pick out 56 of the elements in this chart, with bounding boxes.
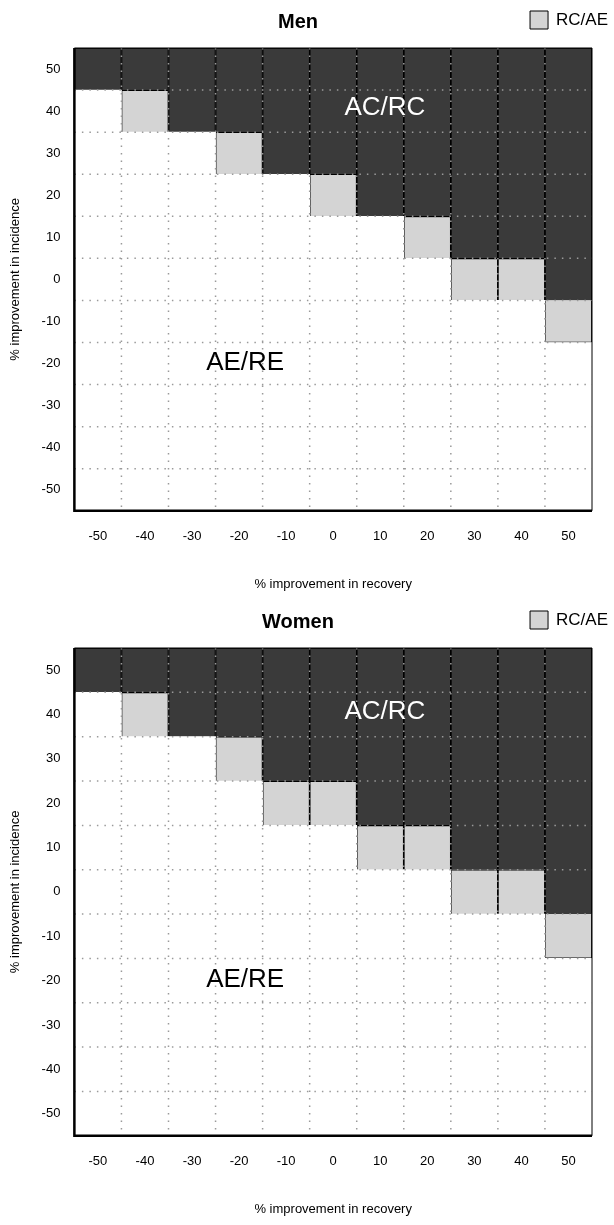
x-tick-label: 30 bbox=[467, 1153, 482, 1169]
y-tick-label: 30 bbox=[45, 750, 61, 766]
x-tick-label: -10 bbox=[276, 528, 296, 544]
y-tick-label: -30 bbox=[41, 1016, 61, 1032]
y-tick-label: -40 bbox=[41, 1060, 61, 1076]
x-tick-label: 40 bbox=[514, 528, 529, 544]
x-tick-label: 10 bbox=[373, 528, 388, 544]
y-tick-label: -10 bbox=[41, 927, 61, 943]
y-tick-label: 20 bbox=[45, 186, 61, 202]
y-tick-label: -20 bbox=[41, 355, 61, 371]
x-tick-label: 50 bbox=[561, 1153, 576, 1169]
y-tick-label: -20 bbox=[41, 972, 61, 988]
x-tick-label: 40 bbox=[514, 1153, 529, 1169]
y-tick-label: 0 bbox=[53, 883, 61, 899]
x-tick-label: 0 bbox=[329, 528, 337, 544]
x-tick-label: -20 bbox=[229, 528, 249, 544]
x-tick-label: -30 bbox=[182, 528, 202, 544]
y-tick-label: 40 bbox=[45, 706, 61, 722]
y-tick-label: -50 bbox=[41, 1105, 61, 1121]
y-tick-label: 50 bbox=[45, 60, 61, 76]
x-tick-label: 10 bbox=[373, 1153, 388, 1169]
y-tick-label: -40 bbox=[41, 439, 61, 455]
x-axis-title: % improvement in recovery bbox=[254, 575, 413, 591]
y-tick-label: 50 bbox=[45, 661, 61, 677]
x-tick-label: -20 bbox=[229, 1153, 249, 1169]
x-axis-title: % improvement in recovery bbox=[254, 1200, 413, 1216]
x-tick-label: -40 bbox=[135, 1153, 155, 1169]
annotation: AC/RC bbox=[344, 91, 426, 122]
y-tick-label: 40 bbox=[45, 102, 61, 118]
x-tick-label: 50 bbox=[561, 528, 576, 544]
annotation: AE/RE bbox=[206, 962, 285, 993]
x-tick-label: 30 bbox=[467, 528, 482, 544]
y-axis-title: % improvement in incidence bbox=[7, 810, 23, 974]
annotation: AC/RC bbox=[344, 694, 426, 725]
legend-label: RC/AE bbox=[556, 609, 609, 629]
y-tick-label: 0 bbox=[53, 270, 61, 286]
x-tick-label: -50 bbox=[88, 528, 108, 544]
y-tick-label: -30 bbox=[41, 397, 61, 413]
x-tick-label: -30 bbox=[182, 1153, 202, 1169]
y-tick-label: 30 bbox=[45, 144, 61, 160]
y-tick-label: -50 bbox=[41, 481, 61, 497]
x-tick-label: 20 bbox=[420, 1153, 435, 1169]
y-tick-label: 10 bbox=[45, 839, 61, 855]
x-tick-label: 0 bbox=[329, 1153, 337, 1169]
x-tick-label: 20 bbox=[420, 528, 435, 544]
x-tick-label: -10 bbox=[276, 1153, 296, 1169]
chart-title: Women bbox=[262, 609, 334, 632]
y-tick-label: 10 bbox=[45, 228, 61, 244]
chart-title: Men bbox=[278, 9, 318, 32]
x-tick-label: -40 bbox=[135, 528, 155, 544]
y-axis-title: % improvement in incidence bbox=[7, 198, 23, 361]
legend-label: RC/AE bbox=[556, 9, 609, 29]
y-tick-label: 20 bbox=[45, 794, 61, 810]
y-tick-label: -10 bbox=[41, 313, 61, 329]
x-tick-label: -50 bbox=[88, 1153, 108, 1169]
annotation: AE/RE bbox=[206, 345, 285, 376]
